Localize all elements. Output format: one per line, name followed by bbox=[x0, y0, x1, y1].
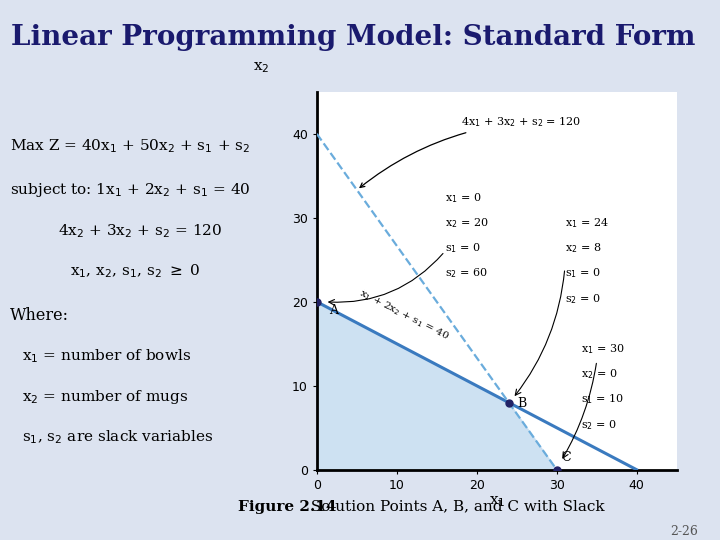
Text: s$_2$ = 0: s$_2$ = 0 bbox=[581, 418, 616, 431]
Text: x$_1$, x$_2$, s$_1$, s$_2$ $\geq$ 0: x$_1$, x$_2$, s$_1$, s$_2$ $\geq$ 0 bbox=[70, 262, 201, 280]
Text: B: B bbox=[517, 397, 526, 410]
Text: s$_2$ = 0: s$_2$ = 0 bbox=[564, 292, 600, 306]
Text: 2-26: 2-26 bbox=[670, 525, 698, 538]
Text: x$_2$: x$_2$ bbox=[253, 60, 269, 75]
Text: x$_1$ = number of bowls: x$_1$ = number of bowls bbox=[22, 348, 191, 365]
Text: x$_2$ = 20: x$_2$ = 20 bbox=[445, 216, 488, 230]
Polygon shape bbox=[317, 302, 557, 470]
X-axis label: x$_1$: x$_1$ bbox=[489, 495, 505, 509]
Text: subject to: 1x$_1$ + 2x$_2$ + s$_1$ = 40: subject to: 1x$_1$ + 2x$_2$ + s$_1$ = 40 bbox=[9, 181, 250, 199]
Text: x$_1$ = 30: x$_1$ = 30 bbox=[581, 342, 624, 356]
Text: C: C bbox=[561, 451, 570, 464]
Text: x$_2$ = number of mugs: x$_2$ = number of mugs bbox=[22, 388, 188, 406]
Text: x$_1$ + 2x$_2$ + s$_1$ = 40: x$_1$ + 2x$_2$ + s$_1$ = 40 bbox=[357, 287, 451, 343]
Text: x$_1$ = 0: x$_1$ = 0 bbox=[445, 191, 481, 205]
Text: x$_1$ = 24: x$_1$ = 24 bbox=[564, 216, 608, 230]
Text: s$_1$ = 10: s$_1$ = 10 bbox=[581, 393, 624, 407]
Text: s$_1$ = 0: s$_1$ = 0 bbox=[445, 241, 481, 255]
Text: Solution Points A, B, and C with Slack: Solution Points A, B, and C with Slack bbox=[306, 500, 605, 514]
Text: x$_2$ = 8: x$_2$ = 8 bbox=[564, 241, 601, 255]
Text: Linear Programming Model: Standard Form: Linear Programming Model: Standard Form bbox=[11, 24, 696, 51]
Text: 4x$_1$ + 3x$_2$ + s$_2$ = 120: 4x$_1$ + 3x$_2$ + s$_2$ = 120 bbox=[360, 116, 581, 187]
Text: Where:: Where: bbox=[9, 307, 68, 325]
Text: Figure 2.14: Figure 2.14 bbox=[238, 500, 336, 514]
Text: A: A bbox=[329, 305, 338, 318]
Text: s$_2$ = 60: s$_2$ = 60 bbox=[445, 267, 487, 280]
Text: x$_2$ = 0: x$_2$ = 0 bbox=[581, 367, 617, 381]
Text: 4x$_2$ + 3x$_2$ + s$_2$ = 120: 4x$_2$ + 3x$_2$ + s$_2$ = 120 bbox=[58, 222, 222, 240]
Text: s$_1$ = 0: s$_1$ = 0 bbox=[564, 267, 600, 280]
Text: Max Z = 40x$_1$ + 50x$_2$ + s$_1$ + s$_2$: Max Z = 40x$_1$ + 50x$_2$ + s$_1$ + s$_2… bbox=[9, 137, 250, 154]
Text: s$_1$, s$_2$ are slack variables: s$_1$, s$_2$ are slack variables bbox=[22, 429, 213, 446]
